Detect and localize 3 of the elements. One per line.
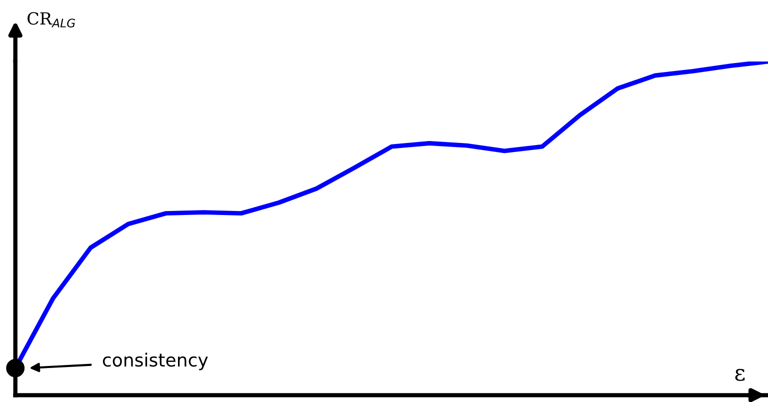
x-axis-title: ε <box>735 368 745 381</box>
y-axis-title: CR$_{ALG}$ <box>28 12 76 28</box>
annotation: consistency <box>102 352 208 370</box>
